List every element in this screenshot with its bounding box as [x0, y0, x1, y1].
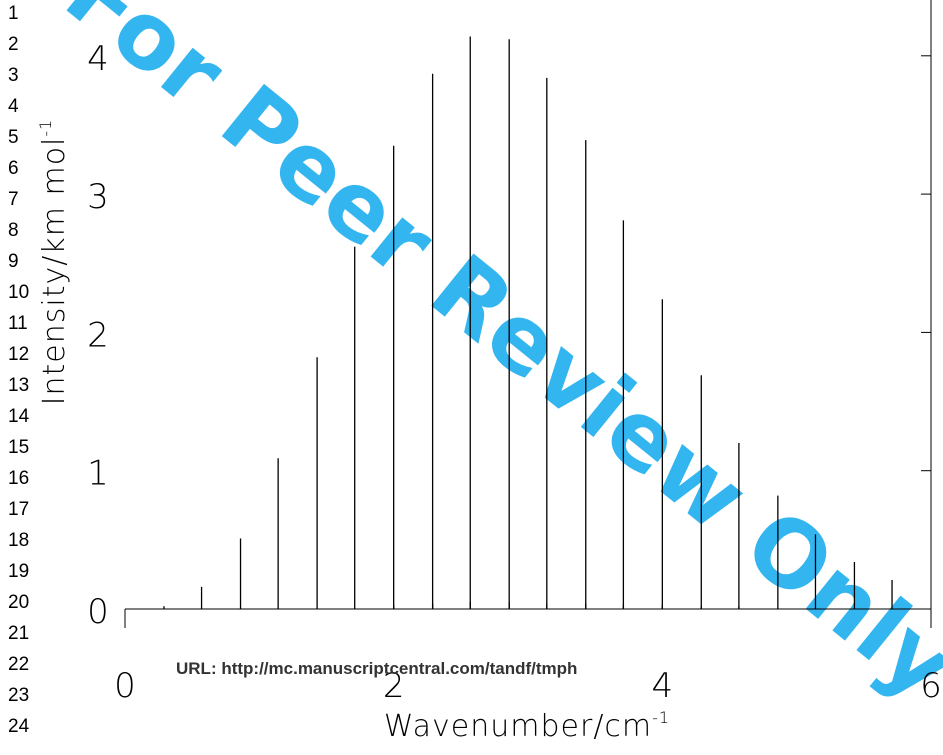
line-number: 5 [8, 127, 19, 148]
y-axis-label-superscript: -1 [36, 119, 55, 137]
y-tick-label: 2 [87, 315, 109, 355]
line-number: 24 [8, 716, 30, 737]
line-number: 12 [8, 344, 30, 365]
y-tick-label: 1 [87, 454, 109, 494]
x-tick-label: 2 [383, 666, 405, 706]
y-tick-label: 4 [87, 39, 109, 79]
x-tick-label: 4 [652, 666, 674, 706]
watermark-text: For Peer Review Only [46, 0, 943, 720]
line-number: 18 [8, 530, 30, 551]
bar-series [163, 36, 893, 609]
line-number: 19 [8, 561, 30, 582]
line-number: 1 [8, 3, 19, 24]
line-number: 13 [8, 375, 30, 396]
line-number: 7 [8, 189, 19, 210]
y-axis-label-text: Intensity/km mol [37, 137, 72, 406]
line-number: 23 [8, 685, 30, 706]
line-number: 10 [8, 282, 30, 303]
y-tick-label: 3 [87, 177, 109, 217]
x-axis-label: Wavenumber/cm-1 [384, 708, 670, 744]
line-number: 2 [8, 34, 19, 55]
plot-axes [124, 0, 932, 628]
line-number: 11 [8, 313, 28, 334]
line-number: 14 [8, 406, 30, 427]
line-number: 17 [8, 499, 30, 520]
line-number: 15 [8, 437, 30, 458]
y-tick-label: 0 [87, 592, 109, 632]
line-number: 8 [8, 220, 19, 241]
x-tick-label: 0 [114, 666, 136, 706]
watermark: For Peer Review Only [46, 0, 943, 720]
line-number: 4 [8, 96, 19, 117]
line-number: 3 [8, 65, 19, 86]
x-axis-label-superscript: -1 [652, 708, 670, 727]
line-number: 22 [8, 654, 30, 675]
tick-labels: 0 1 2 3 4 0 2 4 6 [87, 39, 942, 706]
footer-url: URL: http://mc.manuscriptcentral.com/tan… [176, 659, 578, 678]
x-tick-label: 6 [920, 666, 942, 706]
line-number: 21 [8, 623, 30, 644]
line-number: 20 [8, 592, 30, 613]
y-axis-label: Intensity/km mol-1 [36, 119, 72, 406]
x-axis-label-text: Wavenumber/cm [384, 709, 652, 744]
line-number: 9 [8, 251, 19, 272]
line-number: 6 [8, 158, 19, 179]
line-number: 16 [8, 468, 30, 489]
